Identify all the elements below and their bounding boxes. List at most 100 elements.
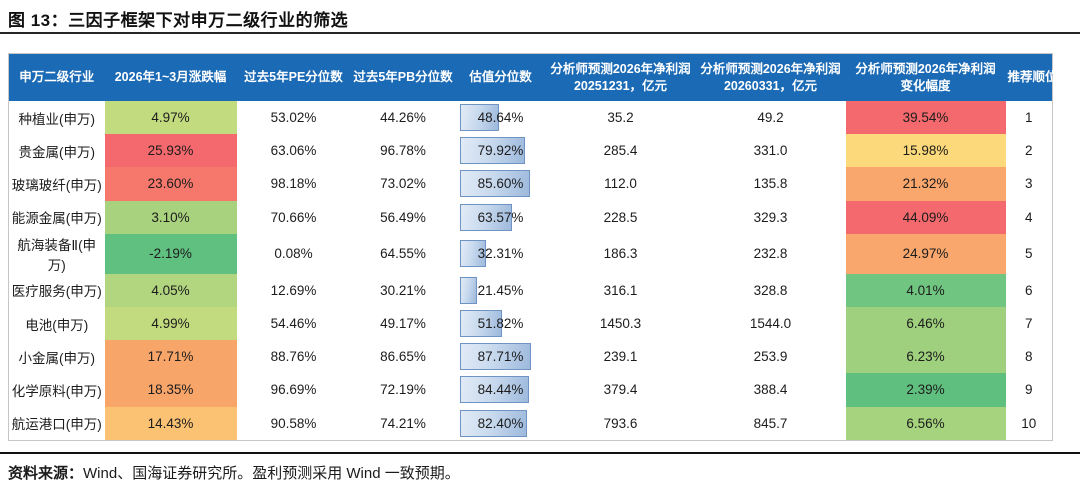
- profit-20260331-cell: 49.2: [695, 101, 846, 135]
- table-row: 小金属(申万) 17.71% 88.76% 86.65% 87.71% 239.1 253.…: [8, 340, 1053, 374]
- table-row: 种植业(申万) 4.97% 53.02% 44.26% 48.64% 35.2 49.2 39…: [8, 101, 1053, 135]
- pb-percentile-cell: 96.78%: [350, 134, 456, 168]
- pe-percentile-cell: 0.08%: [236, 233, 351, 274]
- valuation-percentile-cell: 21.45%: [455, 273, 546, 307]
- col-header-industry: 申万二级行业: [8, 53, 105, 101]
- valuation-bar-cell: 63.57%: [459, 203, 542, 231]
- profit-change-cell: 6.56%: [845, 406, 1006, 441]
- rank-cell: 4: [1005, 200, 1053, 234]
- pb-percentile-cell: 44.26%: [350, 101, 456, 135]
- valuation-data-bar: [459, 310, 502, 338]
- profit-20251231-cell: 239.1: [545, 340, 696, 374]
- col-header-pb-percentile: 过去5年PB分位数: [350, 53, 456, 101]
- industry-cell: 种植业(申万): [8, 101, 105, 135]
- pb-percentile-cell: 72.19%: [350, 373, 456, 407]
- profit-change-cell: 15.98%: [845, 134, 1006, 168]
- change-cell: 3.10%: [104, 200, 237, 234]
- valuation-data-bar: [459, 409, 528, 437]
- valuation-percentile-cell: 84.44%: [455, 373, 546, 407]
- change-cell: -2.19%: [104, 233, 237, 274]
- profit-change-cell: 6.23%: [845, 340, 1006, 374]
- industry-screening-table: 申万二级行业 2026年1~3月涨跌幅 过去5年PE分位数 过去5年PB分位数 …: [8, 53, 1058, 441]
- valuation-bar-cell: 21.45%: [459, 276, 542, 304]
- change-cell: 14.43%: [104, 406, 237, 441]
- table-row: 贵金属(申万) 25.93% 63.06% 96.78% 79.92% 285.4 331.…: [8, 134, 1053, 168]
- rank-cell: 3: [1005, 167, 1053, 201]
- profit-20251231-cell: 316.1: [545, 273, 696, 307]
- rank-cell: 7: [1005, 306, 1053, 341]
- valuation-bar-cell: 32.31%: [459, 240, 542, 268]
- pb-percentile-cell: 56.49%: [350, 200, 456, 234]
- valuation-data-bar: [459, 170, 530, 198]
- profit-20251231-cell: 35.2: [545, 101, 696, 135]
- profit-20260331-cell: 388.4: [695, 373, 846, 407]
- valuation-data-bar: [459, 137, 526, 165]
- table-row: 电池(申万) 4.99% 54.46% 49.17% 51.82% 1450.3 1544.…: [8, 306, 1053, 341]
- valuation-data-bar: [459, 104, 500, 132]
- pb-percentile-cell: 73.02%: [350, 167, 456, 201]
- industry-cell: 能源金属(申万): [8, 200, 105, 234]
- valuation-label: 82.40%: [477, 415, 524, 431]
- profit-change-cell: 4.01%: [845, 273, 1006, 307]
- change-cell: 4.05%: [104, 273, 237, 307]
- rank-cell: 2: [1005, 134, 1053, 168]
- valuation-percentile-cell: 82.40%: [455, 406, 546, 441]
- valuation-percentile-cell: 32.31%: [455, 233, 546, 274]
- pe-percentile-cell: 88.76%: [236, 340, 351, 374]
- valuation-data-bar: [459, 376, 529, 404]
- profit-20251231-cell: 379.4: [545, 373, 696, 407]
- industry-cell: 小金属(申万): [8, 340, 105, 374]
- change-cell: 25.93%: [104, 134, 237, 168]
- pe-percentile-cell: 54.46%: [236, 306, 351, 341]
- header-row: 申万二级行业 2026年1~3月涨跌幅 过去5年PE分位数 过去5年PB分位数 …: [8, 53, 1058, 101]
- pe-percentile-cell: 12.69%: [236, 273, 351, 307]
- valuation-bar-cell: 48.64%: [459, 104, 542, 132]
- profit-change-cell: 6.46%: [845, 306, 1006, 341]
- source-text: Wind、国海证券研究所。盈利预测采用 Wind 一致预期。: [83, 465, 460, 482]
- profit-change-cell: 24.97%: [845, 233, 1006, 274]
- col-header-profit-20260331: 分析师预测2026年净利润 20260331，亿元: [695, 53, 846, 101]
- change-cell: 4.99%: [104, 306, 237, 341]
- rank-cell: 9: [1005, 373, 1053, 407]
- pb-percentile-cell: 64.55%: [350, 233, 456, 274]
- pe-percentile-cell: 70.66%: [236, 200, 351, 234]
- table-row: 能源金属(申万) 3.10% 70.66% 56.49% 63.57% 228.5 329.…: [8, 200, 1053, 234]
- valuation-label: 32.31%: [477, 246, 524, 262]
- industry-cell: 化学原料(申万): [8, 373, 105, 407]
- pe-percentile-cell: 63.06%: [236, 134, 351, 168]
- title-divider: [0, 32, 1080, 34]
- profit-20251231-cell: 112.0: [545, 167, 696, 201]
- change-cell: 17.71%: [104, 340, 237, 374]
- valuation-label: 51.82%: [477, 316, 524, 332]
- profit-20260331-cell: 232.8: [695, 233, 846, 274]
- change-cell: 18.35%: [104, 373, 237, 407]
- pe-percentile-cell: 96.69%: [236, 373, 351, 407]
- valuation-data-bar: [459, 240, 486, 268]
- industry-cell: 航运港口(申万): [8, 406, 105, 441]
- col-header-rank: 推荐顺位: [1005, 53, 1058, 101]
- profit-20251231-cell: 228.5: [545, 200, 696, 234]
- table-row: 医疗服务(申万) 4.05% 12.69% 30.21% 21.45% 316.1 328.…: [8, 273, 1053, 307]
- rank-cell: 10: [1005, 406, 1053, 441]
- table-row: 航海装备Ⅱ(申万) -2.19% 0.08% 64.55% 32.31% 186.3 232…: [8, 233, 1053, 274]
- valuation-bar-cell: 51.82%: [459, 310, 542, 338]
- profit-20260331-cell: 1544.0: [695, 306, 846, 341]
- valuation-label: 63.57%: [477, 209, 524, 225]
- profit-20260331-cell: 253.9: [695, 340, 846, 374]
- col-header-profit-20251231: 分析师预测2026年净利润 20251231，亿元: [545, 53, 696, 101]
- table-row: 航运港口(申万) 14.43% 90.58% 74.21% 82.40% 793.6 845…: [8, 406, 1053, 441]
- profit-change-cell: 44.09%: [845, 200, 1006, 234]
- valuation-data-bar: [459, 276, 478, 304]
- valuation-percentile-cell: 63.57%: [455, 200, 546, 234]
- pe-percentile-cell: 53.02%: [236, 101, 351, 135]
- rank-cell: 6: [1005, 273, 1053, 307]
- source-label: 资料来源：: [8, 465, 84, 482]
- change-cell: 23.60%: [104, 167, 237, 201]
- figure-title: 图 13：三因子框架下对申万二级行业的筛选: [8, 11, 349, 30]
- profit-20260331-cell: 331.0: [695, 134, 846, 168]
- col-header-valuation-percentile: 估值分位数: [455, 53, 546, 101]
- pe-percentile-cell: 90.58%: [236, 406, 351, 441]
- profit-20251231-cell: 186.3: [545, 233, 696, 274]
- valuation-bar-cell: 84.44%: [459, 376, 542, 404]
